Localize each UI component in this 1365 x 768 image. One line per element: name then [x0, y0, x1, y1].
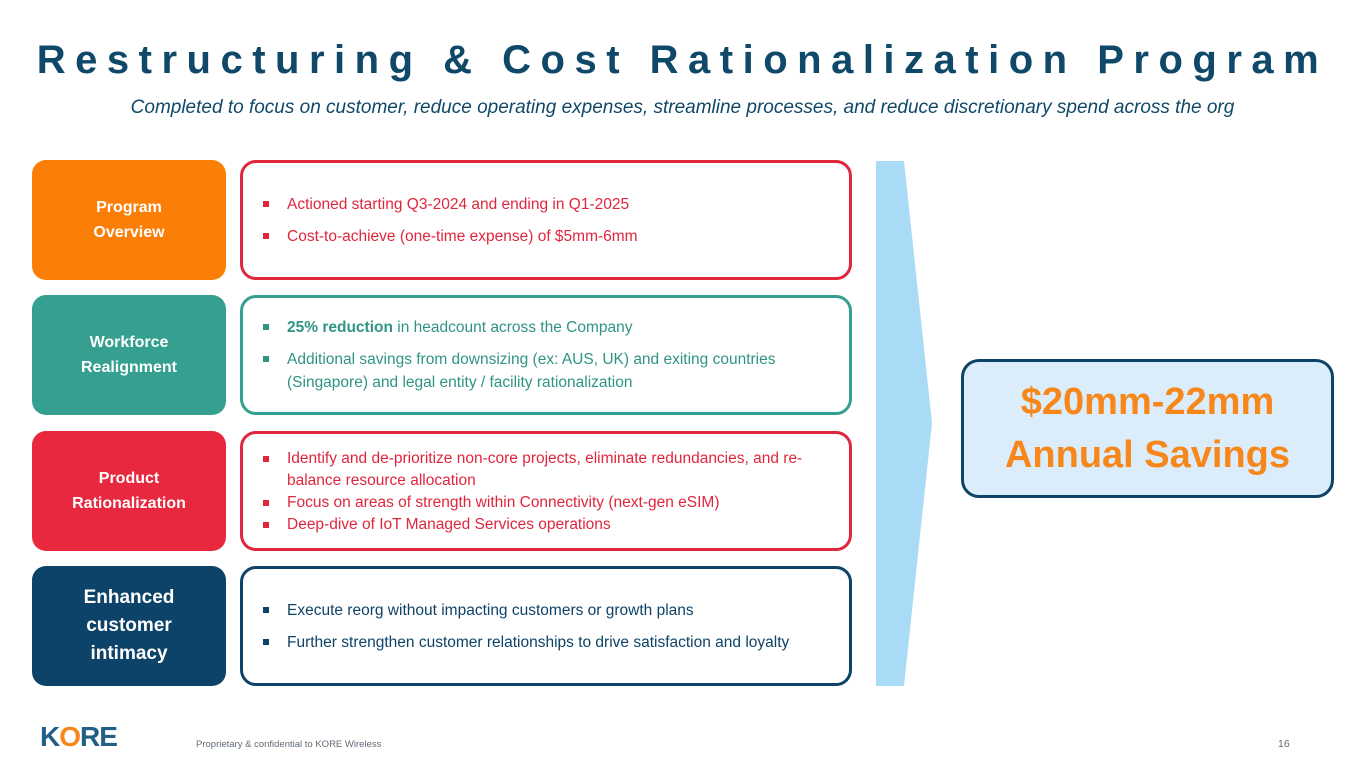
content-product-rationalization: Identify and de-prioritize non-core proj… [240, 431, 852, 551]
kore-logo: KORE [40, 721, 118, 752]
label-line: Program [96, 199, 162, 216]
bullet-bold-text: 25% reduction [287, 319, 393, 336]
label-enhanced-customer-intimacy: Enhanced customer intimacy [32, 566, 226, 686]
label-program-overview: Program Overview [32, 160, 226, 280]
label-line: Rationalization [72, 495, 186, 512]
logo-letter: K [40, 721, 60, 752]
chevron-arrow-icon [876, 161, 932, 686]
footer-confidential: Proprietary & confidential to KORE Wirel… [196, 739, 382, 750]
bullet-item: Further strengthen customer relationship… [261, 631, 821, 654]
label-line: Realignment [80, 359, 177, 376]
bullet-text: in headcount across the Company [392, 319, 633, 336]
bullet-item: Focus on areas of strength within Connec… [261, 492, 821, 514]
label-line: Overview [93, 224, 165, 241]
content-enhanced-customer-intimacy: Execute reorg without impacting customer… [240, 566, 852, 686]
label-line: Enhanced [83, 587, 175, 608]
logo-letter: O [59, 721, 81, 752]
savings-amount: $20mm-22mm [1020, 380, 1275, 423]
row-program-overview: Program Overview Actioned starting Q3-20… [32, 160, 852, 280]
row-workforce-realignment: Workforce Realignment 25% reduction in h… [32, 295, 852, 415]
label-line: Product [98, 470, 160, 487]
slide-subtitle: Completed to focus on customer, reduce o… [130, 97, 1235, 118]
logo-letter: RE [80, 721, 118, 752]
bullet-item: Deep-dive of IoT Managed Services operat… [261, 514, 821, 536]
bullet-item: Identify and de-prioritize non-core proj… [261, 448, 821, 492]
bullet-item: Execute reorg without impacting customer… [261, 599, 821, 622]
label-product-rationalization: Product Rationalization [32, 431, 226, 551]
bullet-item: Cost-to-achieve (one-time expense) of $5… [261, 225, 821, 248]
bullet-item: Actioned starting Q3-2024 and ending in … [261, 193, 821, 216]
label-workforce-realignment: Workforce Realignment [32, 295, 226, 415]
bullet-item: 25% reduction in headcount across the Co… [261, 316, 821, 339]
content-program-overview: Actioned starting Q3-2024 and ending in … [240, 160, 852, 280]
row-product-rationalization: Product Rationalization Identify and de-… [32, 431, 852, 551]
slide-title: Restructuring & Cost Rationalization Pro… [36, 38, 1329, 82]
page-number: 16 [1278, 738, 1290, 750]
label-line: Workforce [89, 334, 169, 351]
savings-callout: $20mm-22mm Annual Savings [961, 359, 1334, 498]
bullet-item: Additional savings from downsizing (ex: … [261, 348, 821, 394]
row-enhanced-customer-intimacy: Enhanced customer intimacy Execute reorg… [32, 566, 852, 686]
savings-label: Annual Savings [1004, 433, 1291, 476]
content-workforce-realignment: 25% reduction in headcount across the Co… [240, 295, 852, 415]
label-line: intimacy [90, 643, 168, 664]
label-line: customer [86, 615, 172, 636]
